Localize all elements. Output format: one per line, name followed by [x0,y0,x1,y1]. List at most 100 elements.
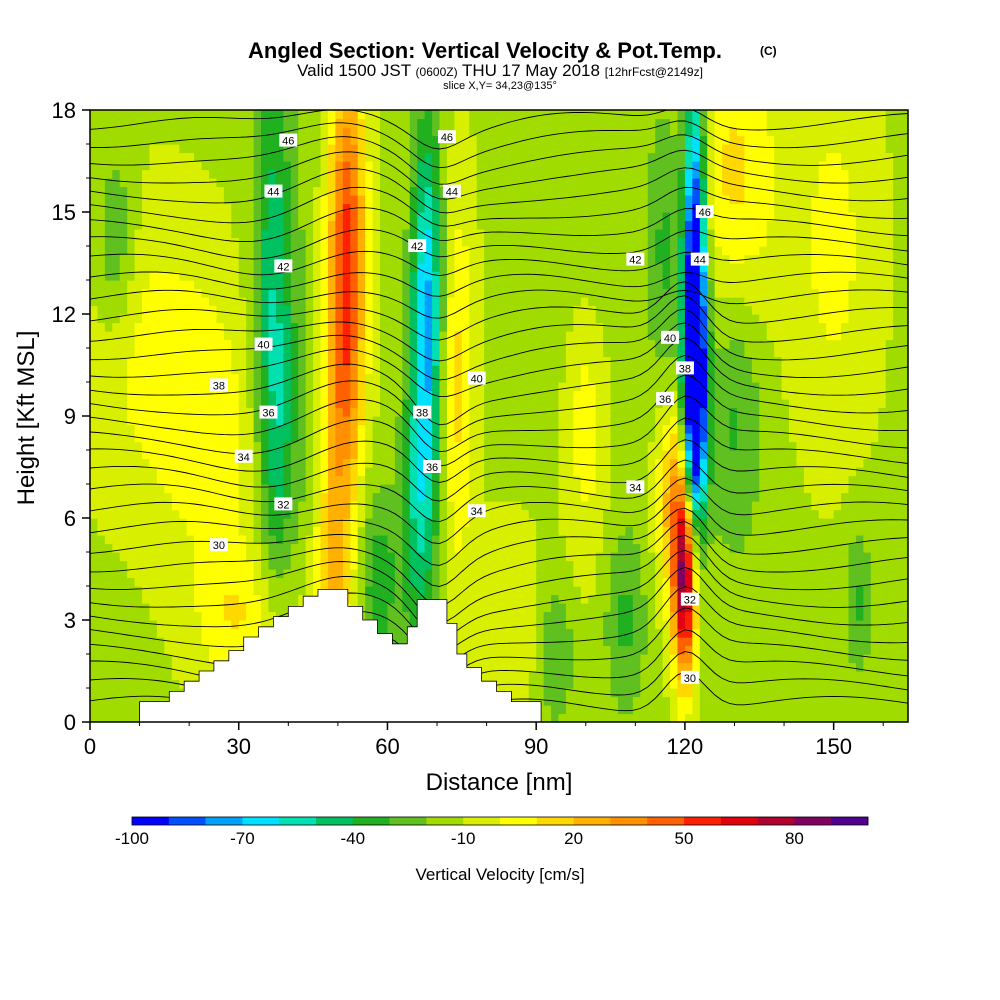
field-cell [781,569,790,579]
field-cell [573,611,582,621]
field-cell [647,407,656,417]
field-cell [528,628,537,638]
field-cell [595,526,604,536]
field-cell [893,552,902,562]
field-cell [647,509,656,519]
field-cell [811,586,820,596]
field-cell [603,603,612,613]
field-cell [595,365,604,375]
field-cell [692,365,701,375]
field-cell [573,450,582,460]
field-cell [870,645,879,655]
field-cell [677,662,686,672]
field-cell [402,416,411,426]
field-cell [298,594,307,604]
field-cell [350,441,359,451]
field-cell [521,339,530,349]
field-cell [640,373,649,383]
field-cell [684,620,693,630]
field-cell [833,679,842,689]
field-cell [142,407,151,417]
field-cell [670,509,679,519]
field-cell [759,662,768,672]
field-cell [603,620,612,630]
field-cell [454,433,463,443]
field-cell [461,365,470,375]
field-cell [603,696,612,706]
field-cell [670,475,679,485]
field-cell [223,484,232,494]
field-cell [521,535,530,545]
field-cell [781,603,790,613]
field-cell [803,450,812,460]
field-cell [796,577,805,587]
field-cell [528,679,537,689]
field-cell [647,492,656,502]
field-cell [432,594,441,604]
field-cell [632,603,641,613]
field-cell [655,662,664,672]
field-cell [677,713,686,722]
field-cell [97,552,106,562]
field-cell [811,390,820,400]
field-cell [692,450,701,460]
field-cell [781,509,790,519]
field-cell [811,594,820,604]
field-cell [632,637,641,647]
field-cell [588,535,597,545]
field-cell [536,637,545,647]
field-cell [617,518,627,528]
field-cell [513,348,522,358]
field-cell [855,475,864,485]
field-cell [580,688,589,698]
field-cell [811,611,820,621]
field-cell [446,569,455,579]
field-cell [841,526,850,536]
field-cell [885,662,894,672]
field-cell [305,382,314,392]
field-cell [774,399,783,409]
field-cell [246,475,255,485]
field-cell [729,560,738,570]
field-cell [684,441,693,451]
field-cell [707,365,716,375]
field-cell [186,492,195,502]
field-cell [350,484,359,494]
field-cell [774,526,783,536]
field-cell [677,577,686,587]
field-cell [736,339,745,349]
field-cell [543,484,552,494]
field-cell [446,365,455,375]
field-cell [327,560,336,570]
field-cell [893,671,902,681]
field-cell [275,382,284,392]
field-cell [97,382,106,392]
field-cell [736,679,745,689]
field-cell [90,628,99,638]
field-cell [409,475,418,485]
field-cell [632,518,641,528]
field-cell [387,611,396,621]
field-cell [327,518,336,528]
field-cell [253,526,262,536]
field-cell [424,535,433,545]
field-cell [201,390,210,400]
field-cell [625,339,634,349]
field-cell [670,577,679,587]
field-cell [513,399,522,409]
field-cell [744,450,753,460]
field-cell [573,518,582,528]
field-cell [863,526,872,536]
field-cell [803,492,812,502]
field-cell [751,526,760,536]
field-cell [149,492,158,502]
field-cell [357,450,366,460]
field-cell [179,416,188,426]
field-cell [201,407,210,417]
field-cell [781,535,790,545]
field-cell [759,577,768,587]
field-cell [454,518,463,528]
field-cell [409,373,418,383]
field-cell [841,552,850,562]
field-cell [796,705,805,715]
